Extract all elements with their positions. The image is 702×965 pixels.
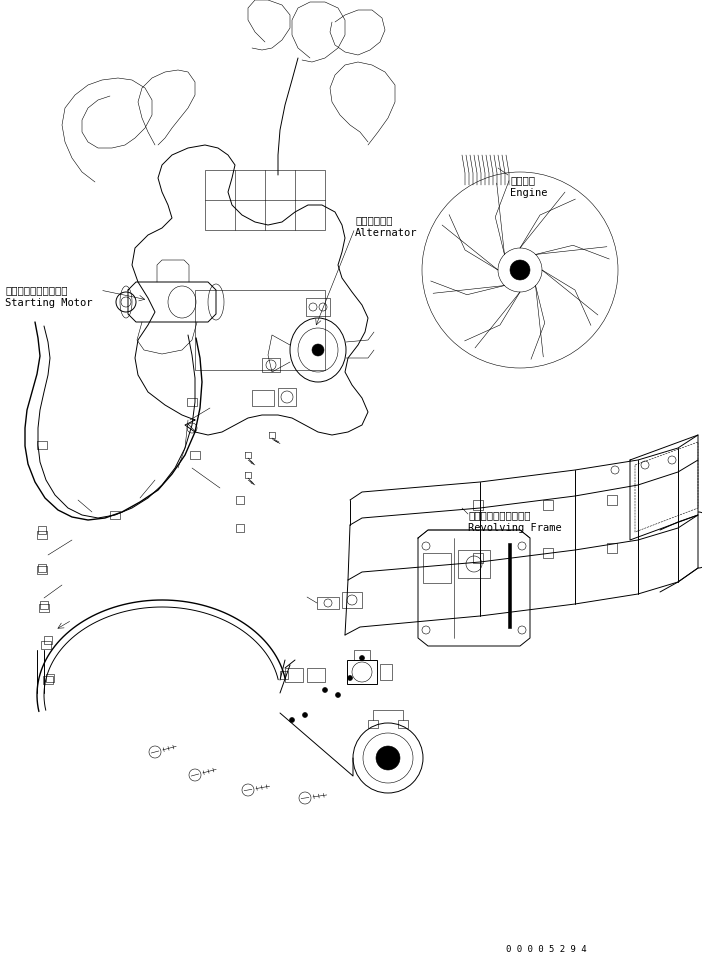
Text: Alternator: Alternator — [355, 228, 418, 238]
Bar — [285, 668, 303, 682]
Bar — [37, 441, 47, 449]
Text: エンジン: エンジン — [510, 175, 535, 185]
Circle shape — [359, 655, 364, 660]
Bar — [368, 720, 378, 728]
Bar — [317, 597, 339, 609]
Circle shape — [303, 712, 307, 718]
Circle shape — [289, 718, 295, 723]
Bar — [280, 671, 288, 679]
Bar — [41, 641, 51, 649]
Bar — [46, 674, 54, 682]
Bar — [423, 553, 451, 583]
Bar — [40, 601, 48, 609]
Bar — [44, 636, 52, 644]
Bar — [39, 604, 49, 612]
Bar — [473, 500, 483, 510]
Bar — [347, 660, 377, 684]
Bar — [37, 566, 47, 574]
Bar — [190, 451, 200, 459]
Text: Engine: Engine — [510, 188, 548, 198]
Circle shape — [510, 260, 530, 280]
Bar — [236, 524, 244, 532]
Bar — [307, 668, 325, 682]
Bar — [38, 526, 46, 534]
Circle shape — [336, 693, 340, 698]
Bar — [380, 664, 392, 680]
Bar — [543, 500, 553, 510]
Text: オルタネータ: オルタネータ — [355, 215, 392, 225]
Text: Starting Motor: Starting Motor — [5, 298, 93, 308]
Circle shape — [322, 687, 328, 693]
Text: 0 0 0 0 5 2 9 4: 0 0 0 0 5 2 9 4 — [506, 945, 587, 954]
Bar — [473, 553, 483, 563]
Bar — [262, 358, 280, 372]
Bar — [236, 496, 244, 504]
Bar — [110, 511, 120, 519]
Bar — [458, 550, 490, 578]
Bar — [43, 676, 53, 684]
Bar — [252, 390, 274, 406]
Bar — [543, 548, 553, 558]
Bar — [38, 564, 46, 572]
Bar — [607, 495, 617, 505]
Bar — [195, 290, 325, 370]
Bar — [508, 543, 511, 628]
Text: Revolving Frame: Revolving Frame — [468, 523, 562, 533]
Bar — [306, 298, 330, 316]
Bar — [205, 170, 325, 230]
Circle shape — [347, 676, 352, 680]
Bar — [278, 388, 296, 406]
Bar — [187, 398, 197, 406]
Bar — [398, 720, 408, 728]
Bar — [37, 531, 47, 539]
Text: スターティングモータ: スターティングモータ — [5, 285, 67, 295]
Bar — [342, 592, 362, 608]
Bar — [354, 650, 370, 660]
Circle shape — [312, 344, 324, 356]
Circle shape — [376, 746, 400, 770]
Text: レボルビングフレーム: レボルビングフレーム — [468, 510, 531, 520]
Bar — [607, 543, 617, 553]
